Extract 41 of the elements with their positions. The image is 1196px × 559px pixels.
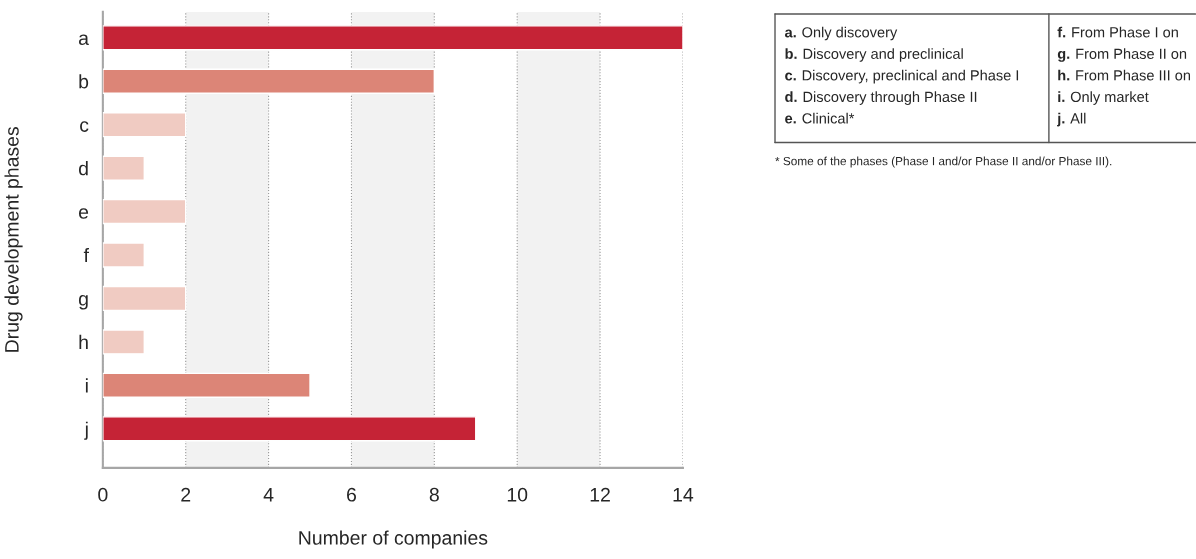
bar <box>102 68 436 94</box>
x-tick-label: 6 <box>347 487 357 502</box>
text: b. Discovery and preclinical <box>785 48 963 62</box>
y-tick-label: j <box>84 421 88 440</box>
bar <box>102 112 187 138</box>
y-tick-label: d <box>78 161 88 176</box>
y-tick-label: i <box>85 378 88 393</box>
bar <box>102 416 477 442</box>
text: e. Clinical* <box>785 112 855 124</box>
bar <box>102 198 187 225</box>
y-tick-label: b <box>79 74 89 89</box>
bar <box>102 242 145 268</box>
x-tick-label: 10 <box>507 487 528 502</box>
text: a. Only discovery <box>785 26 898 41</box>
text: d. Discovery through Phase II <box>785 91 977 105</box>
bar <box>102 372 311 398</box>
text: g. From Phase II on <box>1057 48 1187 62</box>
text: j. All <box>1057 112 1086 127</box>
x-tick-label: 12 <box>590 487 610 502</box>
y-tick-label: g <box>78 295 88 310</box>
y-tick-label: f <box>83 247 89 263</box>
bar <box>102 155 145 181</box>
x-tick-label: 8 <box>429 487 439 502</box>
text: c. Discovery, preclinical and Phase I <box>785 69 1019 84</box>
y-tick-label: c <box>80 121 89 132</box>
y-tick-label: a <box>78 34 89 46</box>
text: i. Only market <box>1058 91 1149 105</box>
x-tick-label: 4 <box>263 488 274 502</box>
x-tick-label: 14 <box>673 488 694 502</box>
y-tick-label: e <box>78 208 89 219</box>
y-axis-title: Drug development phases <box>4 127 23 352</box>
bar <box>102 25 683 51</box>
text: h. From Phase III on <box>1058 69 1191 81</box>
bar <box>102 285 187 312</box>
bar <box>102 329 145 355</box>
text: * Some of the phases (Phase I and/or Phase II and/or Phase III). <box>775 156 1112 168</box>
y-tick-label: h <box>79 334 88 349</box>
x-tick-label: 2 <box>181 487 191 502</box>
text: f. From Phase I on <box>1057 26 1178 38</box>
x-tick-label: 0 <box>98 487 108 502</box>
x-axis-title: Number of companies <box>299 530 488 549</box>
